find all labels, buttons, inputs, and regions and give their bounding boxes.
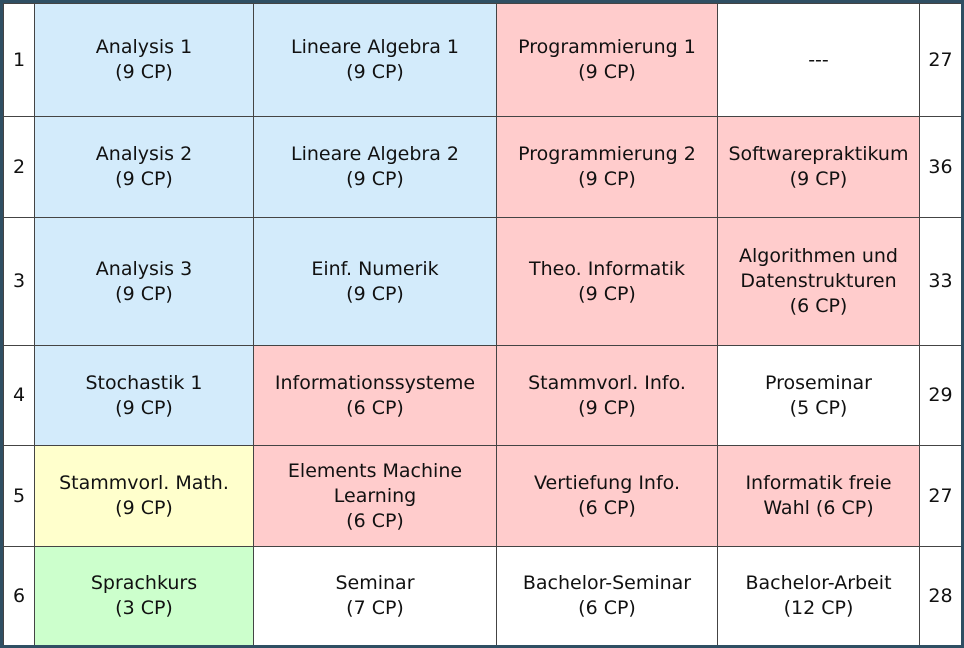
module-cell: Elements Machine Learning (6 CP) bbox=[253, 445, 497, 547]
module-credits: (9 CP) bbox=[789, 168, 848, 190]
module-name: --- bbox=[808, 48, 829, 71]
module-cell: Softwarepraktikum (9 CP) bbox=[717, 116, 920, 218]
module-credits: (7 CP) bbox=[346, 597, 404, 619]
module-name: Stochastik 1 bbox=[85, 371, 203, 394]
credit-total: 27 bbox=[919, 445, 961, 547]
credit-total: 33 bbox=[919, 217, 961, 346]
semester-row-2: 2 Analysis 2 (9 CP) Lineare Algebra 2 (9 C… bbox=[3, 116, 961, 218]
credit-total: 27 bbox=[919, 3, 961, 117]
module-credits: (9 CP) bbox=[115, 61, 173, 83]
module-name: Analysis 3 bbox=[95, 257, 193, 280]
study-plan-table: 1 Analysis 1 (9 CP) Lineare Algebra 1 (9 C… bbox=[3, 3, 961, 645]
module-credits: (9 CP) bbox=[578, 282, 636, 305]
module-cell: Analysis 1 (9 CP) bbox=[34, 3, 254, 117]
module-cell: --- bbox=[717, 3, 920, 117]
module-cell: Analysis 3 (9 CP) bbox=[34, 217, 254, 346]
module-cell: Analysis 2 (9 CP) bbox=[34, 116, 254, 218]
module-cell: Stochastik 1 (9 CP) bbox=[34, 345, 254, 446]
module-name: Informationssysteme bbox=[274, 371, 476, 394]
module-name: Programmierung 2 bbox=[518, 143, 696, 165]
module-name: Theo. Informatik bbox=[528, 257, 686, 280]
semester-number: 4 bbox=[3, 345, 35, 446]
module-credits: (9 CP) bbox=[578, 396, 636, 419]
module-cell: Stammvorl. Math. (9 CP) bbox=[34, 445, 254, 547]
module-name: Lineare Algebra 2 bbox=[290, 143, 460, 165]
module-name: Stammvorl. Info. bbox=[528, 371, 686, 394]
module-name: Seminar bbox=[335, 572, 415, 594]
module-name: Bachelor-Arbeit bbox=[745, 572, 892, 594]
semester-number: 5 bbox=[3, 445, 35, 547]
module-cell: Lineare Algebra 2 (9 CP) bbox=[253, 116, 497, 218]
module-name: Lineare Algebra 1 bbox=[290, 36, 460, 58]
module-credits: (6 CP) bbox=[578, 597, 636, 619]
module-credits: (9 CP) bbox=[115, 396, 173, 419]
semester-row-3: 3 Analysis 3 (9 CP) Einf. Numerik (9 CP) T… bbox=[3, 217, 961, 346]
module-credits: (9 CP) bbox=[115, 497, 173, 519]
module-cell: Theo. Informatik (9 CP) bbox=[496, 217, 718, 346]
module-name: Algorithmen und Datenstrukturen bbox=[739, 245, 898, 292]
semester-number: 3 bbox=[3, 217, 35, 346]
module-name: Bachelor-Seminar bbox=[522, 572, 692, 594]
credit-total: 28 bbox=[919, 546, 961, 645]
module-credits: (9 CP) bbox=[115, 168, 173, 190]
module-name: Informatik freie Wahl (6 CP) bbox=[745, 472, 892, 519]
module-name: Softwarepraktikum bbox=[728, 143, 909, 165]
module-credits: (5 CP) bbox=[789, 396, 848, 419]
module-name: Programmierung 1 bbox=[518, 36, 696, 58]
module-credits: (9 CP) bbox=[346, 168, 404, 190]
module-name: Sprachkurs bbox=[90, 572, 198, 594]
module-cell: Algorithmen und Datenstrukturen (6 CP) bbox=[717, 217, 920, 346]
module-cell: Proseminar (5 CP) bbox=[717, 345, 920, 446]
module-name: Stammvorl. Math. bbox=[59, 472, 229, 494]
semester-row-5: 5 Stammvorl. Math. (9 CP) Elements Machin… bbox=[3, 445, 961, 547]
module-cell: Lineare Algebra 1 (9 CP) bbox=[253, 3, 497, 117]
module-cell: Seminar (7 CP) bbox=[253, 546, 497, 645]
credit-total: 36 bbox=[919, 116, 961, 218]
module-name: Elements Machine Learning bbox=[287, 459, 463, 507]
semester-number: 6 bbox=[3, 546, 35, 645]
semester-row-4: 4 Stochastik 1 (9 CP) Informationssysteme… bbox=[3, 345, 961, 446]
module-name: Analysis 2 bbox=[95, 143, 193, 165]
module-cell: Informationssysteme (6 CP) bbox=[253, 345, 497, 446]
module-credits: (6 CP) bbox=[578, 497, 636, 519]
module-credits: (9 CP) bbox=[578, 168, 636, 190]
module-credits: (9 CP) bbox=[578, 61, 636, 83]
module-credits: (6 CP) bbox=[346, 509, 404, 532]
module-cell: Vertiefung Info. (6 CP) bbox=[496, 445, 718, 547]
module-credits: (12 CP) bbox=[783, 597, 854, 619]
module-name: Proseminar bbox=[764, 371, 872, 394]
semester-row-1: 1 Analysis 1 (9 CP) Lineare Algebra 1 (9 C… bbox=[3, 3, 961, 117]
semester-number: 2 bbox=[3, 116, 35, 218]
module-cell: Programmierung 2 (9 CP) bbox=[496, 116, 718, 218]
module-name: Einf. Numerik bbox=[311, 257, 439, 280]
module-credits: (6 CP) bbox=[346, 396, 404, 419]
module-name: Analysis 1 bbox=[95, 36, 193, 58]
module-cell: Bachelor-Seminar (6 CP) bbox=[496, 546, 718, 645]
semester-row-6: 6 Sprachkurs (3 CP) Seminar (7 CP) Bachelo… bbox=[3, 546, 961, 645]
module-credits: (3 CP) bbox=[115, 597, 173, 619]
module-cell: Programmierung 1 (9 CP) bbox=[496, 3, 718, 117]
module-cell: Einf. Numerik (9 CP) bbox=[253, 217, 497, 346]
module-cell: Informatik freie Wahl (6 CP) bbox=[717, 445, 920, 547]
module-credits: (9 CP) bbox=[115, 282, 173, 305]
module-cell: Sprachkurs (3 CP) bbox=[34, 546, 254, 645]
credit-total: 29 bbox=[919, 345, 961, 446]
module-credits: (9 CP) bbox=[346, 61, 404, 83]
module-credits: (6 CP) bbox=[789, 295, 848, 317]
module-cell: Stammvorl. Info. (9 CP) bbox=[496, 345, 718, 446]
module-name: Vertiefung Info. bbox=[534, 472, 680, 494]
module-credits: (9 CP) bbox=[346, 282, 404, 305]
semester-number: 1 bbox=[3, 3, 35, 117]
module-cell: Bachelor-Arbeit (12 CP) bbox=[717, 546, 920, 645]
